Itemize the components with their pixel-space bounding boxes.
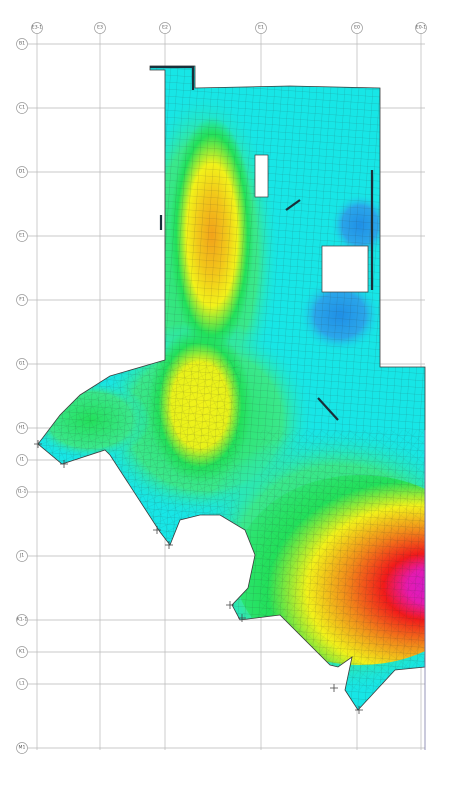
grid-bubble-top bbox=[351, 22, 363, 34]
wall-top-return bbox=[150, 65, 195, 90]
grid-bubble-label: B1 bbox=[19, 41, 25, 47]
grid-bubble-left bbox=[16, 38, 28, 50]
grid-bubble-label: E1 bbox=[19, 233, 25, 239]
wall-stub-b bbox=[317, 397, 339, 421]
grid-bubble-label: K1-1 bbox=[17, 617, 28, 623]
grid-bubble-left bbox=[16, 614, 28, 626]
support-pin bbox=[60, 460, 68, 468]
grid-bubble-left bbox=[16, 230, 28, 242]
support-pin bbox=[226, 601, 234, 609]
grid-bubbles-left: B1 C1 D1 E1 F1 G1 H1 I1 I1-1 J1 K1-1 K1 … bbox=[16, 38, 28, 754]
support-markers bbox=[34, 440, 363, 714]
grid-bubble-label: I1-1 bbox=[18, 489, 27, 495]
opening-rect-mid bbox=[321, 245, 369, 293]
support-pin bbox=[153, 526, 161, 534]
grid-bubble-label: E3-1 bbox=[32, 25, 42, 31]
grid-bubble-label: L1 bbox=[19, 681, 25, 687]
grid-bubble-left bbox=[16, 422, 28, 434]
opening-rect-upper bbox=[254, 154, 269, 198]
grid-bubble-top bbox=[31, 22, 43, 34]
grid-bubble-label: E0 bbox=[354, 25, 360, 31]
grid-bubble-label: E1 bbox=[258, 25, 264, 31]
grid-bubble-top bbox=[159, 22, 171, 34]
grid-bubble-label: H1 bbox=[19, 425, 25, 431]
grid-bubble-label: F1 bbox=[19, 297, 25, 303]
wall-lines bbox=[150, 65, 426, 750]
mesh-overlay-c bbox=[260, 430, 425, 690]
grid-bubble-left bbox=[16, 742, 28, 754]
grid-bubbles-top: E3-1 E3 E2 E1 E0 E0-1 bbox=[31, 22, 427, 34]
support-pin bbox=[165, 541, 173, 549]
grid-bubble-label: G1 bbox=[19, 361, 26, 367]
grid-bubble-left bbox=[16, 102, 28, 114]
support-pin bbox=[355, 706, 363, 714]
grid-bubble-top bbox=[255, 22, 267, 34]
grid-bubble-top bbox=[415, 22, 427, 34]
grid-bubble-left bbox=[16, 166, 28, 178]
grid-bubble-left bbox=[16, 550, 28, 562]
grid-bubble-label: C1 bbox=[19, 105, 25, 111]
support-pin bbox=[330, 684, 338, 692]
grid-bubble-left bbox=[16, 358, 28, 370]
support-pin bbox=[34, 440, 42, 448]
support-pin bbox=[238, 614, 246, 622]
grid-bubble-left bbox=[16, 646, 28, 658]
grid-bubble-label: E3 bbox=[97, 25, 103, 31]
grid-bubble-label: J1 bbox=[19, 553, 24, 559]
grid-bubble-top bbox=[94, 22, 106, 34]
grid-bubble-left bbox=[16, 454, 28, 466]
grid-bubble-left bbox=[16, 678, 28, 690]
grid-bubble-label: E0-1 bbox=[416, 25, 426, 31]
grid-bubble-label: D1 bbox=[19, 169, 26, 175]
grid-bubble-label: K1 bbox=[19, 649, 25, 655]
wall-stub-a bbox=[285, 199, 301, 211]
grid-bubble-label: E2 bbox=[162, 25, 168, 31]
grid-bubble-label: I1 bbox=[20, 457, 24, 463]
grid-bubble-left bbox=[16, 486, 28, 498]
grid-bubble-left bbox=[16, 294, 28, 306]
grid-bubble-label: M1 bbox=[19, 745, 26, 751]
